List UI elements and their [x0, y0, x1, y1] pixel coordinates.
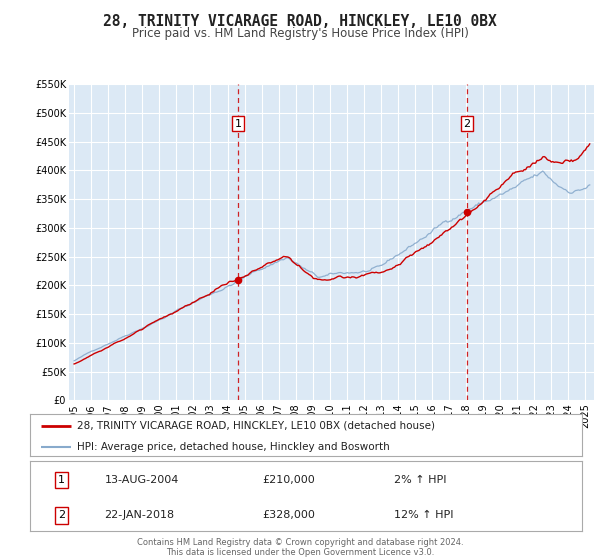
Text: 28, TRINITY VICARAGE ROAD, HINCKLEY, LE10 0BX: 28, TRINITY VICARAGE ROAD, HINCKLEY, LE1… [103, 14, 497, 29]
Text: 2: 2 [464, 119, 470, 129]
Text: 1: 1 [58, 475, 65, 485]
Text: 12% ↑ HPI: 12% ↑ HPI [394, 511, 454, 520]
Text: 28, TRINITY VICARAGE ROAD, HINCKLEY, LE10 0BX (detached house): 28, TRINITY VICARAGE ROAD, HINCKLEY, LE1… [77, 421, 435, 431]
Text: HPI: Average price, detached house, Hinckley and Bosworth: HPI: Average price, detached house, Hinc… [77, 442, 389, 452]
Text: This data is licensed under the Open Government Licence v3.0.: This data is licensed under the Open Gov… [166, 548, 434, 557]
Text: 2: 2 [58, 511, 65, 520]
Text: Price paid vs. HM Land Registry's House Price Index (HPI): Price paid vs. HM Land Registry's House … [131, 27, 469, 40]
Text: 22-JAN-2018: 22-JAN-2018 [104, 511, 175, 520]
Text: 2% ↑ HPI: 2% ↑ HPI [394, 475, 447, 485]
Text: £210,000: £210,000 [262, 475, 314, 485]
Text: £328,000: £328,000 [262, 511, 315, 520]
Text: Contains HM Land Registry data © Crown copyright and database right 2024.: Contains HM Land Registry data © Crown c… [137, 538, 463, 547]
Text: 13-AUG-2004: 13-AUG-2004 [104, 475, 179, 485]
Text: 1: 1 [235, 119, 242, 129]
